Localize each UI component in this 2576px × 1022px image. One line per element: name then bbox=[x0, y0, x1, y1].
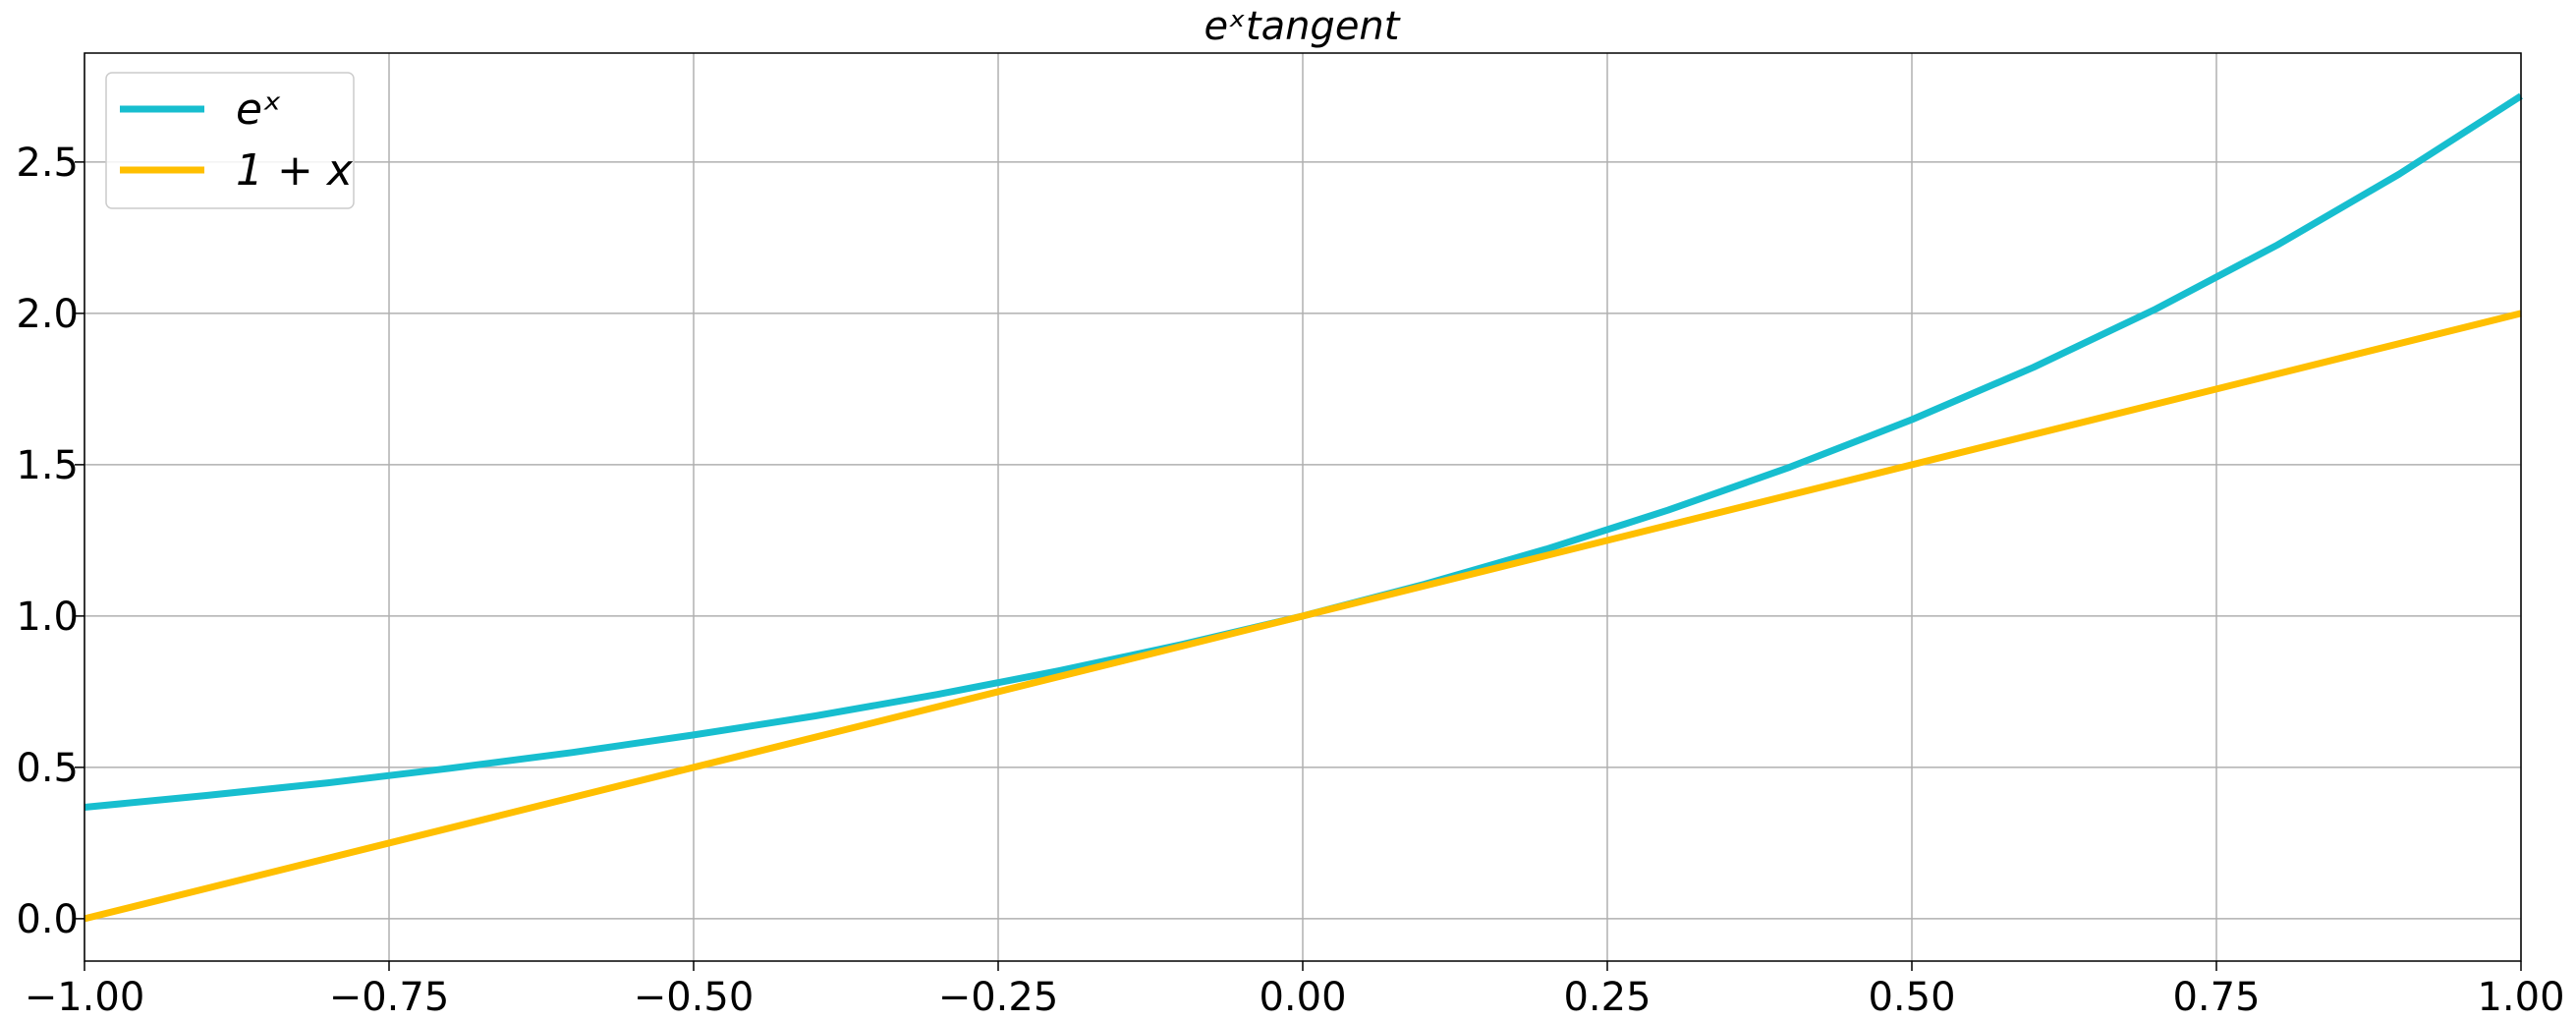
chart-title: eˣtangent bbox=[1204, 4, 1401, 49]
x-tick-label: −0.75 bbox=[329, 975, 450, 1020]
y-tick-label: 0.5 bbox=[16, 746, 79, 791]
x-tick-label: 0.25 bbox=[1563, 975, 1651, 1020]
x-axis: −1.00 −0.75 −0.50 −0.25 0.00 0.25 0.50 0.75 1.00 bbox=[25, 961, 2565, 1020]
x-tick-label: −1.00 bbox=[25, 975, 145, 1020]
x-tick-label: −0.25 bbox=[938, 975, 1059, 1020]
legend-label-1: eˣ bbox=[236, 85, 282, 135]
legend: eˣ 1 + x bbox=[105, 72, 355, 209]
y-tick-label: 0.0 bbox=[16, 897, 79, 942]
series-layer bbox=[84, 92, 2523, 923]
y-tick-label: 1.0 bbox=[16, 595, 79, 640]
x-tick-label: 1.00 bbox=[2477, 975, 2564, 1020]
x-tick-label: 0.75 bbox=[2172, 975, 2260, 1020]
x-tick-label: −0.50 bbox=[634, 975, 755, 1020]
y-tick-label: 2.5 bbox=[16, 141, 79, 186]
grid bbox=[84, 53, 2522, 961]
x-tick-label: 0.00 bbox=[1259, 975, 1346, 1020]
y-tick-label: 1.5 bbox=[16, 443, 79, 488]
y-tick-label: 2.0 bbox=[16, 292, 79, 337]
x-tick-label: 0.50 bbox=[1868, 975, 1955, 1020]
y-axis: 0.0 0.5 1.0 1.5 2.0 2.5 bbox=[16, 141, 84, 942]
series-line-2 bbox=[84, 310, 2522, 923]
legend-label-2: 1 + x bbox=[236, 145, 354, 196]
